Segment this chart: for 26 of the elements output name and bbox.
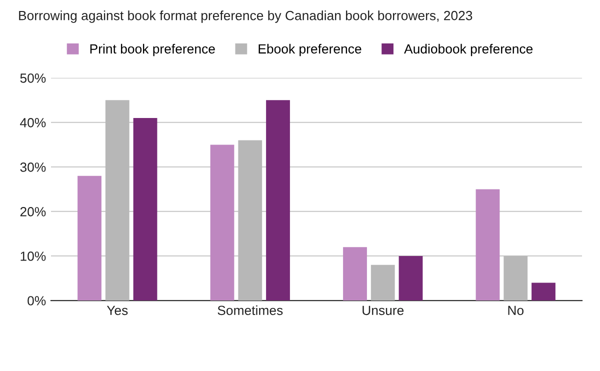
y-tick-label: 40% [20, 118, 46, 128]
legend-label: Print book preference [90, 44, 215, 56]
chart-title: Borrowing against book format preference by Canadian book borrowers, 2023 [19, 10, 472, 23]
bar [343, 247, 367, 301]
x-tick-label: Sometimes [218, 305, 283, 316]
y-tick-label: 50% [20, 73, 46, 83]
bar [105, 100, 130, 301]
y-tick-label: 30% [20, 162, 46, 172]
bar [210, 144, 234, 301]
bar [476, 189, 500, 301]
x-tick-label: Unsure [362, 306, 404, 316]
x-tick-label: No [508, 306, 524, 316]
y-tick-label: 20% [20, 207, 46, 216]
bar [133, 118, 158, 301]
bar [504, 256, 528, 301]
y-tick-label: 10% [20, 252, 46, 261]
bar [238, 140, 262, 301]
bar [78, 176, 102, 301]
x-tick-label: Yes [106, 306, 128, 316]
bar [266, 100, 290, 301]
legend-label: Audiobook preference [404, 44, 533, 56]
y-tick-label: 0% [28, 296, 46, 306]
bar [532, 282, 556, 301]
bar [370, 264, 395, 301]
bar [398, 256, 423, 301]
legend-label: Ebook preference [258, 44, 362, 56]
